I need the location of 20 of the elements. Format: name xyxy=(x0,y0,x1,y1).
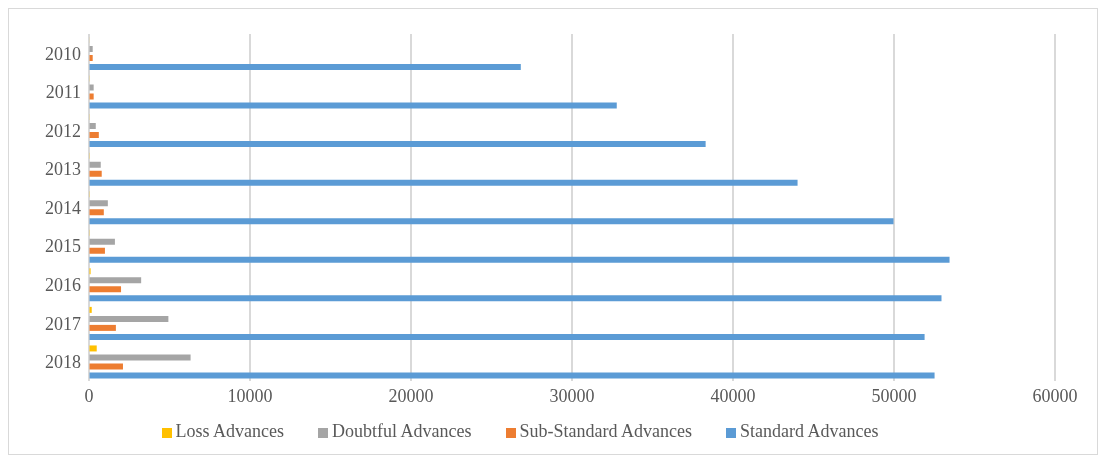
x-tick-label: 10000 xyxy=(227,385,273,406)
y-tick-label: 2014 xyxy=(45,197,81,218)
y-tick-label: 2010 xyxy=(45,43,81,64)
x-tick-label: 0 xyxy=(84,385,94,406)
y-tick-label: 2015 xyxy=(45,236,81,257)
y-tick-label: 2012 xyxy=(45,120,81,141)
legend-label: Doubtful Advances xyxy=(332,421,472,441)
y-tick-label: 2011 xyxy=(45,82,81,103)
y-tick-label: 2018 xyxy=(45,352,81,373)
x-tick-label: 50000 xyxy=(871,385,917,406)
y-tick-label: 2013 xyxy=(45,159,81,180)
x-tick-label: 30000 xyxy=(549,385,595,406)
x-tick-label: 20000 xyxy=(388,385,434,406)
y-tick-label: 2017 xyxy=(45,313,81,334)
legend-label: Loss Advances xyxy=(175,421,285,441)
x-tick-label: 40000 xyxy=(710,385,756,406)
legend-label: Standard Advances xyxy=(739,421,879,441)
y-tick-label: 2016 xyxy=(45,275,81,295)
legend-label: Sub-Standard Advances xyxy=(519,421,692,441)
x-tick-label: 60000 xyxy=(1032,385,1078,406)
